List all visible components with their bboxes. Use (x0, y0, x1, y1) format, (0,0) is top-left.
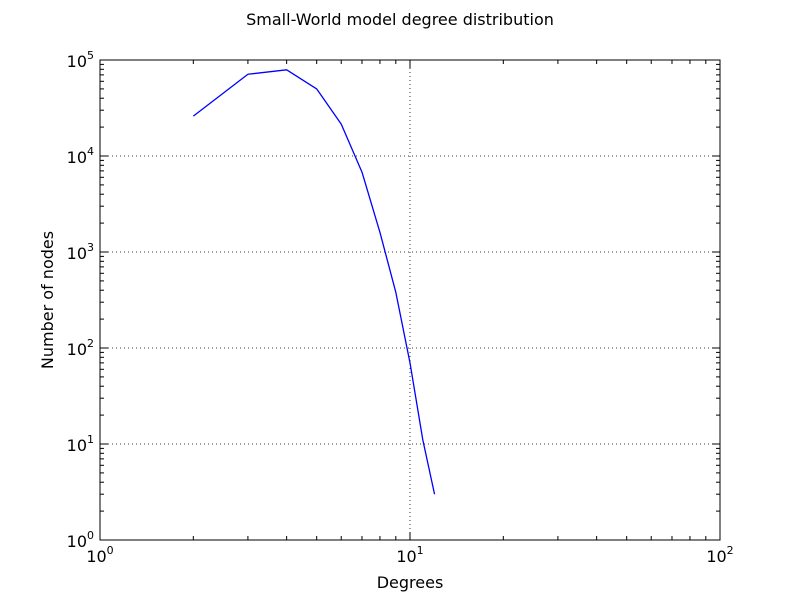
x-tick-label: 100 (86, 544, 113, 566)
y-axis-label: Number of nodes (38, 231, 57, 369)
x-tick-label: 102 (706, 544, 733, 566)
y-tick-label: 103 (67, 241, 94, 263)
series-line (192, 69, 436, 495)
y-tick-label: 102 (67, 337, 94, 359)
x-tick-labels: 100 101 102 (86, 544, 733, 566)
y-tick-labels: 100 101 102 103 104 105 (67, 49, 94, 551)
y-tick-label: 105 (67, 49, 94, 71)
y-tick-label: 104 (67, 145, 94, 167)
x-axis-label: Degrees (377, 573, 444, 592)
y-tick-label: 100 (67, 529, 94, 551)
series-layer (192, 69, 436, 495)
x-tick-label: 101 (396, 544, 423, 566)
grid-lines (100, 60, 720, 540)
y-tick-label: 101 (67, 433, 94, 455)
chart-title: Small-World model degree distribution (246, 10, 554, 29)
axis-ticks (99, 60, 720, 541)
